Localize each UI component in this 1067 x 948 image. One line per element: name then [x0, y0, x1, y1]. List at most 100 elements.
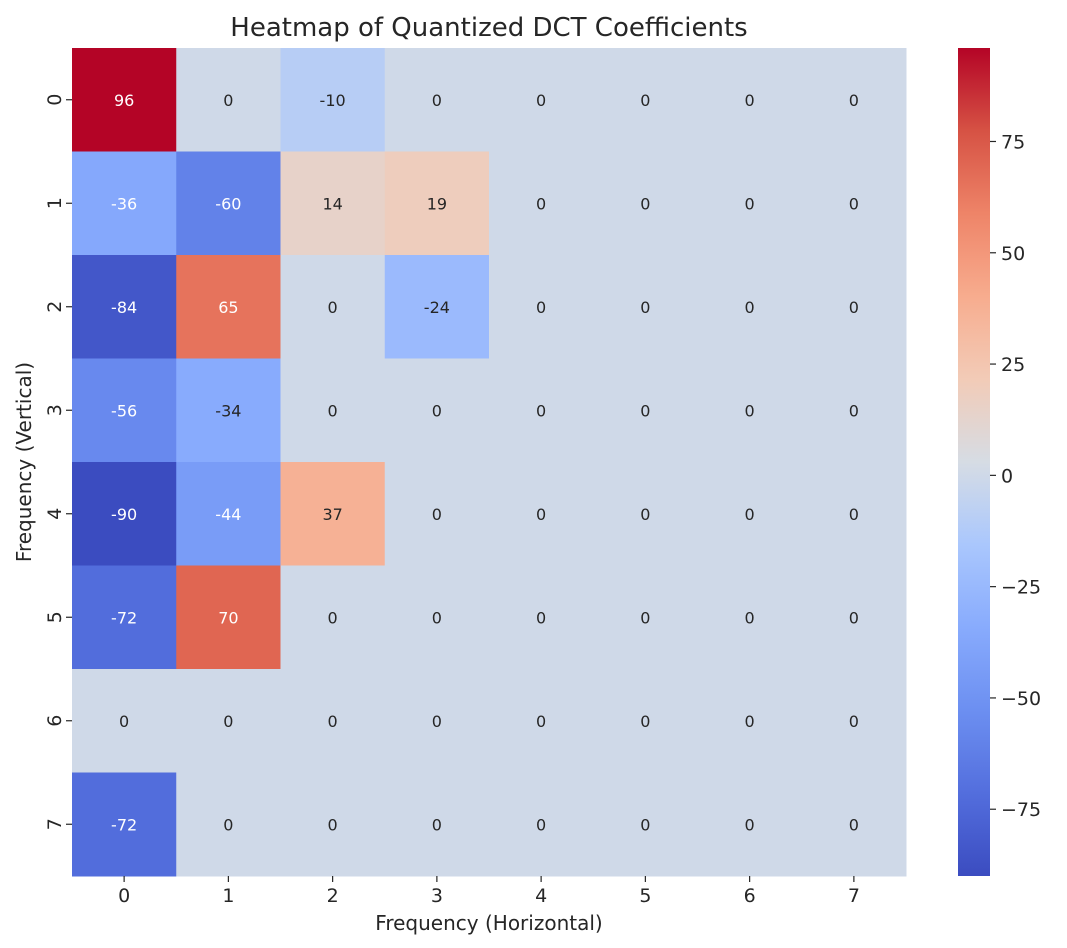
x-tick-label: 5: [639, 885, 651, 907]
heatmap-cell: [801, 772, 907, 877]
heatmap-cell: [384, 462, 490, 566]
heatmap-cell: [384, 255, 490, 359]
heatmap-cell: [801, 358, 907, 463]
cell-annotation: 0: [640, 608, 650, 627]
heatmap-cell: [280, 669, 386, 773]
cell-annotation: 0: [745, 401, 755, 420]
heatmap-cell: [697, 255, 803, 359]
cell-annotation: 0: [745, 194, 755, 213]
heatmap-cell: [176, 358, 281, 463]
colorbar-tick-label: 0: [1001, 465, 1013, 487]
heatmap-cell: [697, 565, 803, 670]
heatmap-cell: [280, 462, 386, 566]
cell-annotation: 0: [223, 712, 233, 731]
cell-annotation: 0: [745, 608, 755, 627]
heatmap-cells: 96 0 -10 0 0 0 0 0 -36 -60 14 19 0 0 0 0 -84 65 0 -24 0 0 0 0 -5…: [72, 48, 907, 877]
x-tick-label: 1: [222, 885, 234, 907]
heatmap-cell: [489, 669, 594, 773]
heatmap-cell: [489, 565, 594, 670]
colorbar-tick-label: −50: [1001, 688, 1041, 710]
colorbar-tick-label: −25: [1001, 577, 1041, 599]
cell-annotation: 0: [432, 815, 442, 834]
cell-annotation: -34: [215, 401, 241, 420]
heatmap-cell: [72, 772, 177, 877]
cell-annotation: -72: [111, 815, 137, 834]
cell-annotation: 0: [849, 815, 859, 834]
heatmap-cell: [176, 565, 281, 670]
cell-annotation: 0: [328, 608, 338, 627]
x-axis-ticks: 0 1 2 3 4 5 6 7: [118, 876, 860, 907]
cell-annotation: 0: [640, 91, 650, 110]
heatmap-cell: [489, 772, 594, 877]
heatmap-cell: [697, 358, 803, 463]
heatmap-cell: [801, 669, 907, 773]
cell-annotation: 0: [536, 505, 546, 524]
cell-annotation: 0: [745, 505, 755, 524]
cell-annotation: 0: [849, 712, 859, 731]
y-tick-label: 7: [44, 818, 66, 830]
heatmap-cell: [72, 48, 177, 152]
cell-annotation: -56: [111, 401, 137, 420]
cell-annotation: 0: [536, 608, 546, 627]
y-axis-ticks: 0 1 2 3 4 5 6 7: [44, 94, 72, 830]
cell-annotation: 0: [745, 815, 755, 834]
heatmap-cell: [384, 772, 490, 877]
heatmap-cell: [72, 151, 177, 256]
cell-annotation: 0: [640, 194, 650, 213]
cell-annotation: 0: [536, 401, 546, 420]
heatmap-cell: [72, 255, 177, 359]
heatmap-cell: [593, 669, 698, 773]
heatmap-cell: [280, 565, 386, 670]
x-axis-label: Frequency (Horizontal): [375, 911, 602, 935]
cell-annotation: 0: [119, 712, 129, 731]
cell-annotation: 0: [640, 815, 650, 834]
cell-annotation: 0: [849, 194, 859, 213]
heatmap-cell: [593, 565, 698, 670]
colorbar: [958, 48, 990, 876]
heatmap-cell: [593, 48, 698, 152]
heatmap-cell: [593, 151, 698, 256]
cell-annotation: 0: [432, 401, 442, 420]
heatmap-cell: [384, 151, 490, 256]
heatmap-cell: [72, 669, 177, 773]
heatmap-cell: [384, 358, 490, 463]
heatmap-cell: [384, 669, 490, 773]
heatmap-cell: [489, 48, 594, 152]
heatmap-cell: [72, 565, 177, 670]
cell-annotation: 0: [536, 712, 546, 731]
cell-annotation: -44: [215, 505, 241, 524]
cell-annotation: 0: [640, 505, 650, 524]
cell-annotation: -90: [111, 505, 137, 524]
y-tick-label: 3: [44, 404, 66, 416]
cell-annotation: 0: [640, 712, 650, 731]
heatmap-cell: [384, 565, 490, 670]
heatmap-cell: [489, 151, 594, 256]
cell-annotation: 70: [218, 608, 238, 627]
colorbar-tick-label: −75: [1001, 799, 1041, 821]
heatmap-cell: [176, 462, 281, 566]
heatmap-cell: [280, 358, 386, 463]
heatmap-cell: [489, 462, 594, 566]
cell-annotation: 0: [536, 91, 546, 110]
colorbar-tick-label: 25: [1001, 354, 1025, 376]
cell-annotation: 0: [849, 608, 859, 627]
cell-annotation: 0: [328, 815, 338, 834]
colorbar-ticks: 75 50 25 0 −25 −50 −75: [990, 131, 1041, 821]
y-axis-label: Frequency (Vertical): [12, 362, 36, 562]
cell-annotation: 0: [536, 194, 546, 213]
heatmap-cell: [72, 462, 177, 566]
y-tick-label: 4: [44, 508, 66, 520]
cell-annotation: 0: [223, 815, 233, 834]
cell-annotation: 0: [745, 91, 755, 110]
x-tick-label: 6: [744, 885, 756, 907]
cell-annotation: -24: [424, 298, 450, 317]
y-tick-label: 5: [44, 611, 66, 623]
heatmap-cell: [697, 462, 803, 566]
y-tick-label: 0: [44, 94, 66, 106]
cell-annotation: 0: [536, 815, 546, 834]
heatmap-cell: [280, 48, 386, 152]
heatmap-cell: [176, 151, 281, 256]
cell-annotation: 0: [640, 401, 650, 420]
heatmap-cell: [384, 48, 490, 152]
cell-annotation: -72: [111, 608, 137, 627]
